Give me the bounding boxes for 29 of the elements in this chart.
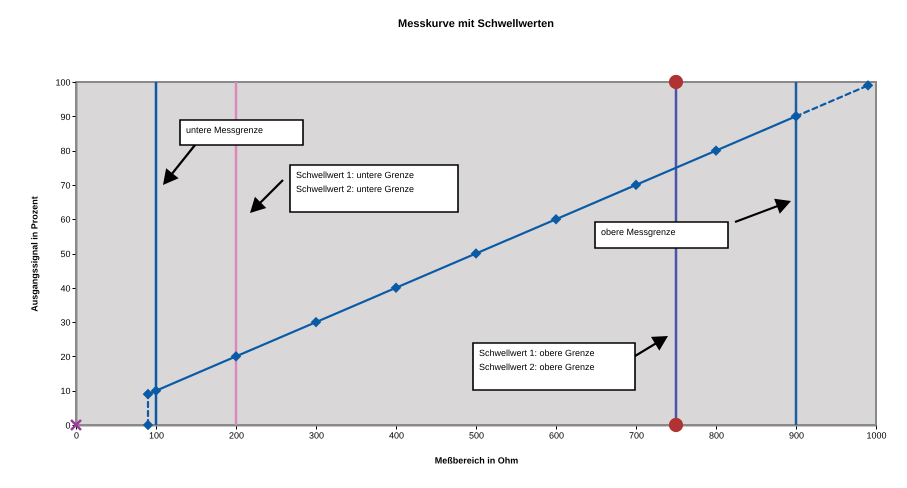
- x-axis-title: Meßbereich in Ohm: [434, 456, 518, 466]
- annotation: Schwellwert 1: obere Grenze Schwellwert 2: obere Grenze: [479, 348, 595, 372]
- y-tick-label: 100: [55, 78, 70, 88]
- annotation: Schwellwert 1: untere Grenze Schwellwert 2: untere Grenze: [296, 170, 414, 194]
- y-axis-title: Ausgangssignal in Prozent: [29, 196, 40, 312]
- chart-title: Messkurve mit Schwellwerten: [398, 18, 554, 30]
- x-tick-label: 800: [708, 430, 724, 440]
- x-tick-label: 200: [228, 430, 244, 440]
- y-tick-label: 60: [60, 214, 70, 225]
- y-tick-label: 20: [60, 352, 70, 362]
- x-tick-label: 500: [468, 430, 484, 440]
- x-tick-label: 300: [308, 430, 324, 440]
- annotation: obere Messgrenze: [601, 227, 676, 237]
- y-tick-label: 10: [60, 386, 70, 396]
- x-tick-label: 400: [388, 430, 404, 440]
- x-tick-label: 100: [148, 430, 164, 440]
- x-tick-label: 700: [628, 430, 644, 440]
- y-tick-label: 70: [60, 180, 70, 190]
- y-tick-label: 80: [60, 146, 70, 156]
- x-tick-label: 900: [788, 430, 804, 440]
- y-tick-label: 40: [60, 283, 70, 294]
- y-tick-label: 0: [65, 420, 70, 430]
- x-tick-label: 1000: [866, 430, 887, 440]
- annotation: untere Messgrenze: [186, 125, 264, 135]
- y-tick-label: 30: [60, 318, 70, 328]
- x-tick-label: 600: [548, 430, 564, 440]
- x-tick-label: 0: [74, 430, 80, 440]
- y-tick-label: 90: [60, 112, 70, 122]
- y-tick-label: 50: [60, 249, 70, 259]
